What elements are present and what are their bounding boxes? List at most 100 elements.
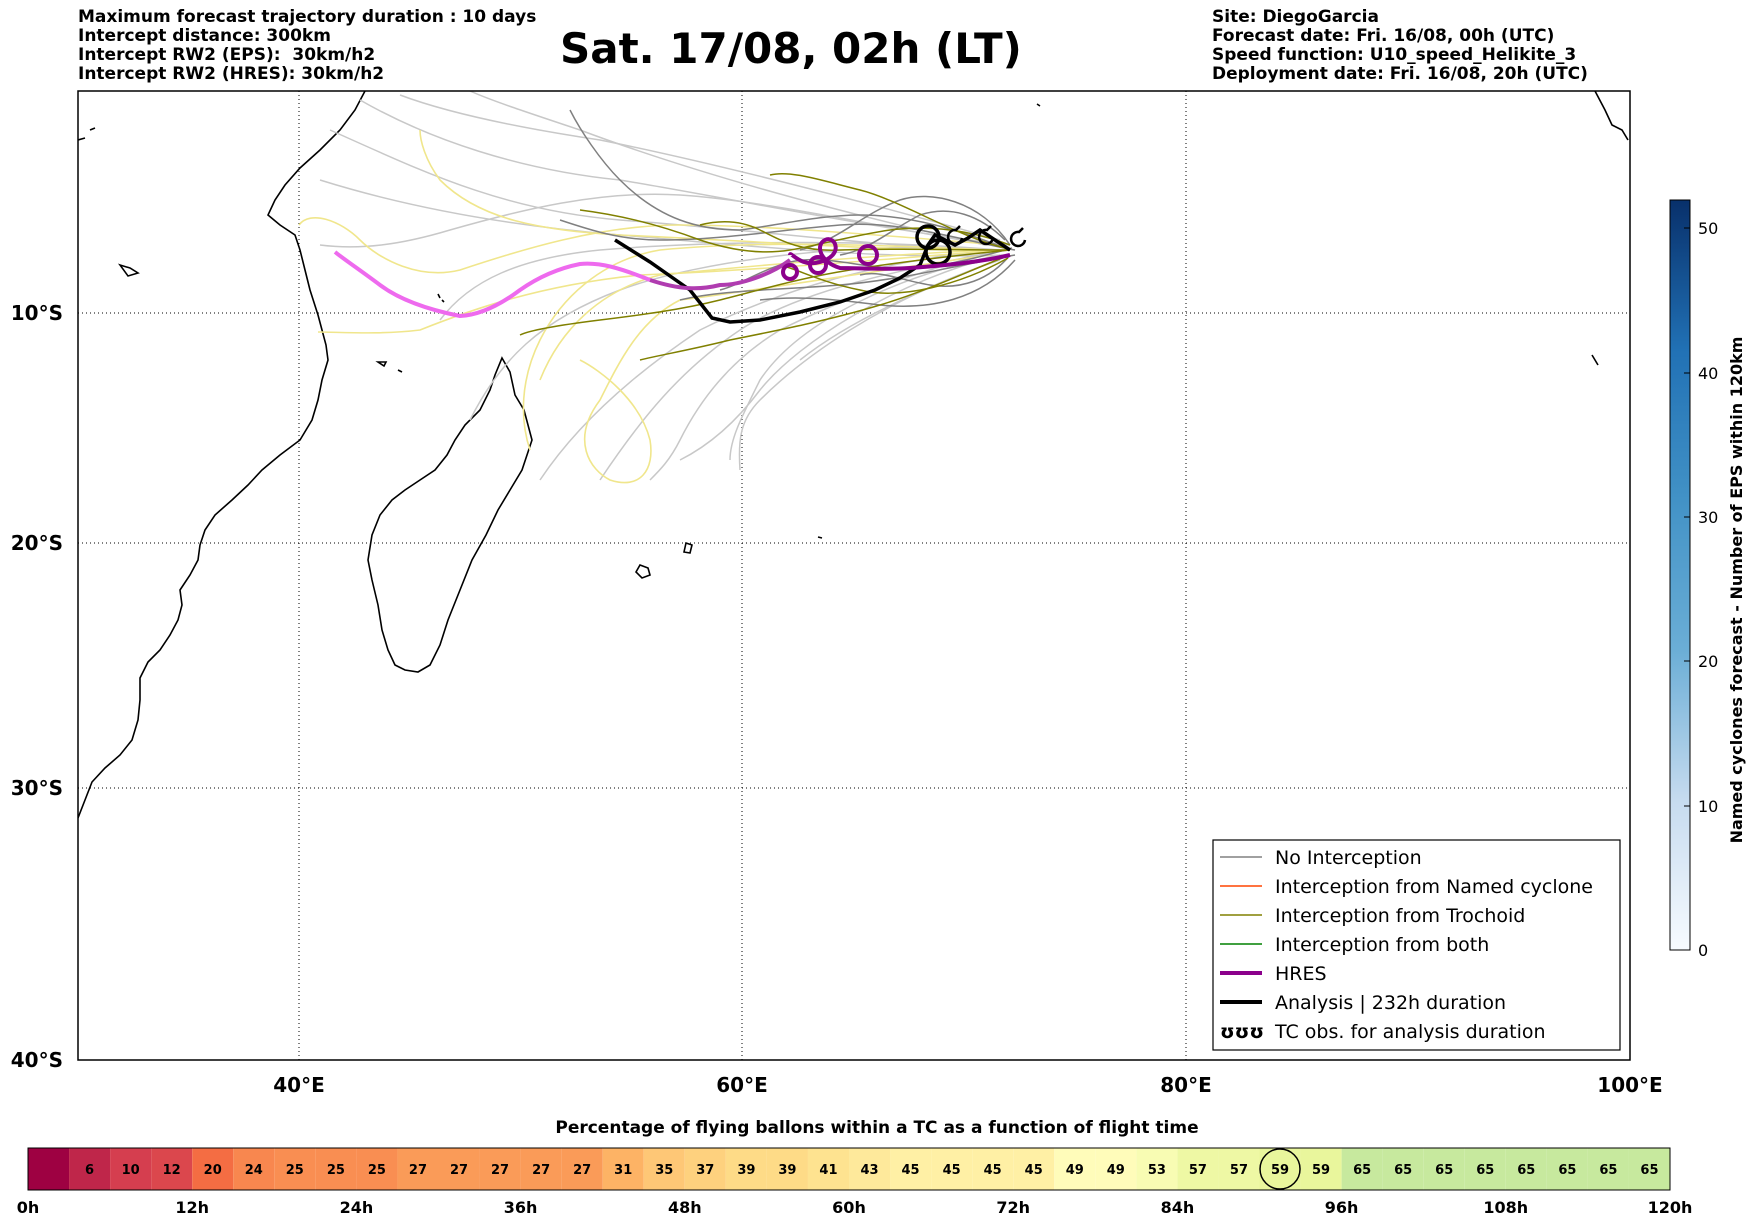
strip-cell	[1423, 1148, 1465, 1190]
strip-time-tick: 36h	[504, 1198, 538, 1217]
strip-cell-label: 35	[655, 1163, 673, 1178]
strip-cell-label: 37	[696, 1163, 714, 1178]
hres-loop	[857, 244, 879, 266]
strip-cell	[931, 1148, 973, 1190]
rodrigues-island	[817, 536, 823, 539]
chagos-island	[1036, 103, 1041, 107]
trajectory-light	[319, 193, 991, 248]
strip-highlight	[1259, 1148, 1301, 1190]
trajectories-yellow	[298, 129, 1001, 484]
strip-time-tick: 72h	[996, 1198, 1030, 1217]
colorbar-title: Named cyclones forecast - Number of EPS …	[1727, 337, 1746, 844]
strip-cell	[807, 1148, 849, 1190]
strip-cell-label: 25	[286, 1163, 304, 1178]
strip-cell	[356, 1148, 398, 1190]
strip-cell-label: 25	[327, 1163, 345, 1178]
strip-cell-label: 10	[122, 1163, 140, 1178]
strip-cell	[1546, 1148, 1588, 1190]
strip-cell	[1177, 1148, 1219, 1190]
strip-time-tick: 48h	[668, 1198, 702, 1217]
strip-cell-label: 25	[368, 1163, 386, 1178]
tc-symbol	[977, 225, 995, 246]
strip-cell-label: 27	[532, 1163, 550, 1178]
hres-line	[788, 237, 1011, 271]
strip-cell	[192, 1148, 234, 1190]
strip-cell-label: 45	[902, 1163, 920, 1178]
strip-time-tick: 120h	[1648, 1198, 1693, 1217]
strip-cell	[1095, 1148, 1137, 1190]
colorbar-ticks	[1684, 227, 1690, 951]
header-right-line: Deployment date: Fri. 16/08, 20h (UTC)	[1212, 64, 1588, 84]
trajectory-yellow	[317, 249, 1001, 334]
header-right-line: Speed function: U10_speed_Helikite_3	[1212, 45, 1577, 65]
strip-cell-label: 57	[1230, 1163, 1248, 1178]
colorbar-tick-label: 50	[1698, 219, 1718, 238]
strip-cell-label: 12	[163, 1163, 181, 1178]
seychelles-island	[437, 293, 445, 303]
strip-cell-label: 65	[1517, 1163, 1535, 1178]
strip-cell-label: 6	[85, 1163, 94, 1178]
map-frame	[77, 90, 1631, 1061]
strip-cell-label: 57	[1189, 1163, 1207, 1178]
header-right-line: Forecast date: Fri. 16/08, 00h (UTC)	[1212, 26, 1555, 46]
strip-cell-label: 65	[1640, 1163, 1658, 1178]
colorbar: 0 10 20 30 40 50 Named cyclones forecast…	[1669, 199, 1746, 960]
strip-cell	[1505, 1148, 1547, 1190]
trajectory-olive	[639, 254, 1011, 361]
strip-cell	[151, 1148, 193, 1190]
legend-label: Analysis | 232h duration	[1275, 992, 1506, 1014]
strip-cell	[1341, 1148, 1383, 1190]
hres-line	[649, 258, 792, 291]
strip-cell	[69, 1148, 111, 1190]
trajectory-light	[729, 254, 1001, 461]
trajectory-yellow	[298, 216, 1001, 274]
reunion-island	[635, 564, 651, 579]
colorbar-tick-label: 10	[1698, 797, 1718, 816]
header-left-line: Intercept RW2 (EPS): 30km/h2	[78, 45, 376, 65]
header-left-line: Intercept RW2 (HRES): 30km/h2	[78, 64, 385, 84]
legend-label: HRES	[1275, 963, 1327, 985]
strip-cell	[233, 1148, 275, 1190]
strip-time-tick: 12h	[175, 1198, 209, 1217]
colorbar-tick-label: 30	[1698, 508, 1718, 527]
lon-tick-label: 60°E	[716, 1073, 768, 1097]
strip-cell	[643, 1148, 685, 1190]
hres-track	[333, 237, 1011, 319]
lon-tick-labels: 40°E 60°E 80°E 100°E	[273, 1073, 1662, 1097]
strip-cell-label: 65	[1599, 1163, 1617, 1178]
tc-obs-symbols	[946, 225, 1027, 248]
trajectory-grey	[559, 219, 1016, 251]
lat-tick-label: 10°S	[11, 301, 63, 325]
header-right-line: Site: DiegoGarcia	[1212, 7, 1379, 27]
trajectory-olive	[779, 257, 1009, 294]
colorbar-gradient	[1669, 199, 1691, 951]
socotra-island	[117, 263, 140, 277]
strip-cell	[397, 1148, 439, 1190]
strip-cell	[479, 1148, 521, 1190]
flight-time-strip: 6 10 12 20 24 25 25 25 27 27 27 27 27 31 35 37 39 39 41 43 4…	[27, 1147, 1671, 1191]
lat-tick-label: 20°S	[11, 531, 63, 555]
mauritius-island	[683, 541, 693, 554]
header-left-line: Maximum forecast trajectory duration : 1…	[78, 7, 537, 27]
legend-swatch-tc-obs: ʊʊʊ	[1220, 1021, 1264, 1043]
trajectory-olive	[519, 249, 1011, 336]
lon-tick-label: 100°E	[1597, 1073, 1662, 1097]
colorbar-tick-label: 40	[1698, 364, 1718, 383]
strip-cell-label: 53	[1148, 1163, 1166, 1178]
tc-symbol	[946, 225, 964, 246]
strip-time-tick: 84h	[1161, 1198, 1195, 1217]
page-title: Sat. 17/08, 02h (LT)	[560, 24, 1022, 73]
strip-cell	[1054, 1148, 1096, 1190]
strip-cell-label: 31	[614, 1163, 632, 1178]
strip-cell-label: 59	[1312, 1163, 1330, 1178]
lon-tick-label: 40°E	[273, 1073, 325, 1097]
strip-time-tick: 96h	[1325, 1198, 1359, 1217]
flight-time-ticks: 0h 12h 24h 36h 48h 60h 72h 84h 96h 108h 120h	[17, 1198, 1693, 1217]
strip-cell-label: 65	[1558, 1163, 1576, 1178]
strip-cell	[1587, 1148, 1629, 1190]
legend-label: Interception from Trochoid	[1275, 905, 1525, 927]
colorbar-tick-label: 20	[1698, 652, 1718, 671]
trajectory-grey	[859, 254, 1011, 287]
strip-cell	[110, 1148, 152, 1190]
strip-cell	[1300, 1148, 1342, 1190]
